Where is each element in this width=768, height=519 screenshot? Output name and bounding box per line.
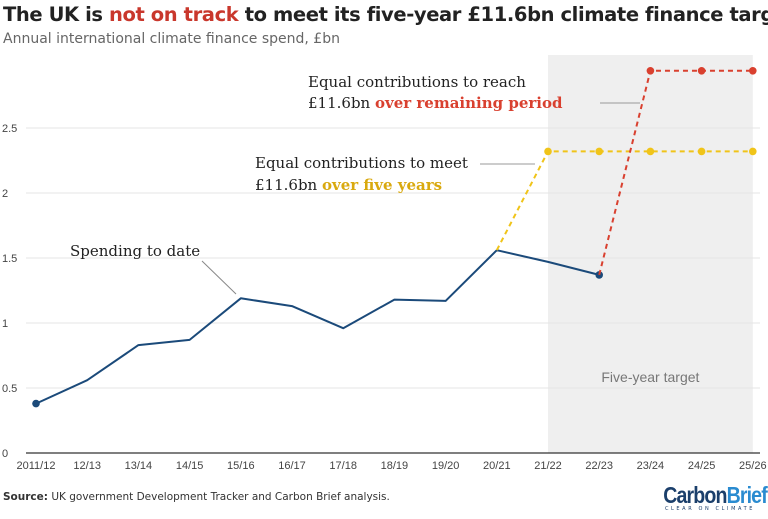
data-point-five_years (697, 147, 706, 156)
title-text: The UK is (3, 3, 110, 26)
x-tick-label: 25/26 (739, 460, 767, 472)
data-point-five_years (595, 147, 603, 156)
x-tick-label: 21/22 (534, 460, 562, 472)
y-tick-label: 2.5 (2, 123, 17, 135)
title-highlight: not on track (109, 3, 239, 26)
x-tick-label: 15/16 (227, 460, 255, 472)
x-tick-label: 12/13 (73, 460, 101, 472)
shaded-region-label: Five-year target (601, 369, 699, 385)
data-point-five_years (749, 147, 757, 156)
data-point-remaining (749, 67, 757, 75)
chart-title: The UK is not on track to meet its five-… (3, 3, 768, 26)
series-line-spending (35, 249, 600, 405)
series-line-five_years (495, 150, 753, 251)
annotation-remaining-line1: Equal contributions to reach (308, 73, 526, 91)
x-tick-label: 22/23 (585, 460, 613, 472)
y-tick-label: 0.5 (2, 383, 17, 395)
annotation-five-years-line2: £11.6bn over five years (255, 176, 442, 194)
source-text: UK government Development Tracker and Ca… (47, 491, 390, 503)
annotation-highlight: over remaining period (375, 94, 563, 112)
data-point-spending (595, 271, 603, 279)
shaded-target-region (548, 55, 753, 453)
x-tick-label: 20/21 (483, 460, 511, 472)
chart-subtitle: Annual international climate finance spe… (3, 31, 340, 47)
series-line-remaining (598, 69, 753, 276)
y-tick-label: 1 (2, 318, 8, 330)
x-tick-label: 24/25 (688, 460, 716, 472)
y-tick-label: 0 (2, 448, 8, 460)
x-tick-label: 23/24 (637, 460, 665, 472)
source-label: Source: (3, 491, 48, 503)
x-tick-label: 17/18 (329, 460, 357, 472)
source-note: Source: UK government Development Tracke… (3, 491, 390, 503)
data-point-spending (32, 399, 40, 408)
data-point-five_years (544, 147, 552, 156)
annotation-remaining-line2: £11.6bn over remaining period (308, 94, 563, 112)
x-tick-label: 19/20 (432, 460, 460, 472)
annotation-highlight: over five years (322, 176, 442, 194)
x-tick-label: 14/15 (176, 460, 204, 472)
x-tick-label: 18/19 (381, 460, 409, 472)
annotation-leader-spending (201, 260, 237, 295)
data-point-remaining (646, 67, 655, 75)
logo-carbon: Carbon (663, 482, 727, 508)
annotation-text: £11.6bn (255, 176, 322, 194)
data-point-five_years (646, 147, 655, 156)
logo-brief: Brief (726, 482, 768, 508)
data-point-remaining (697, 67, 706, 75)
y-tick-label: 1.5 (2, 253, 17, 265)
title-text-end: to meet its five-year £11.6bn climate fi… (238, 3, 768, 26)
annotation-text: £11.6bn (308, 94, 375, 112)
x-tick-label: 2011/12 (17, 460, 56, 472)
y-tick-label: 2 (2, 188, 8, 200)
annotation-spending: Spending to date (70, 242, 200, 260)
annotation-five-years-line1: Equal contributions to meet (255, 154, 468, 172)
carbon-brief-logo: CarbonBrief CLEAR ON CLIMATE (655, 482, 768, 513)
x-tick-label: 16/17 (278, 460, 306, 472)
x-tick-label: 13/14 (125, 460, 153, 472)
logo-tagline: CLEAR ON CLIMATE (664, 506, 756, 512)
